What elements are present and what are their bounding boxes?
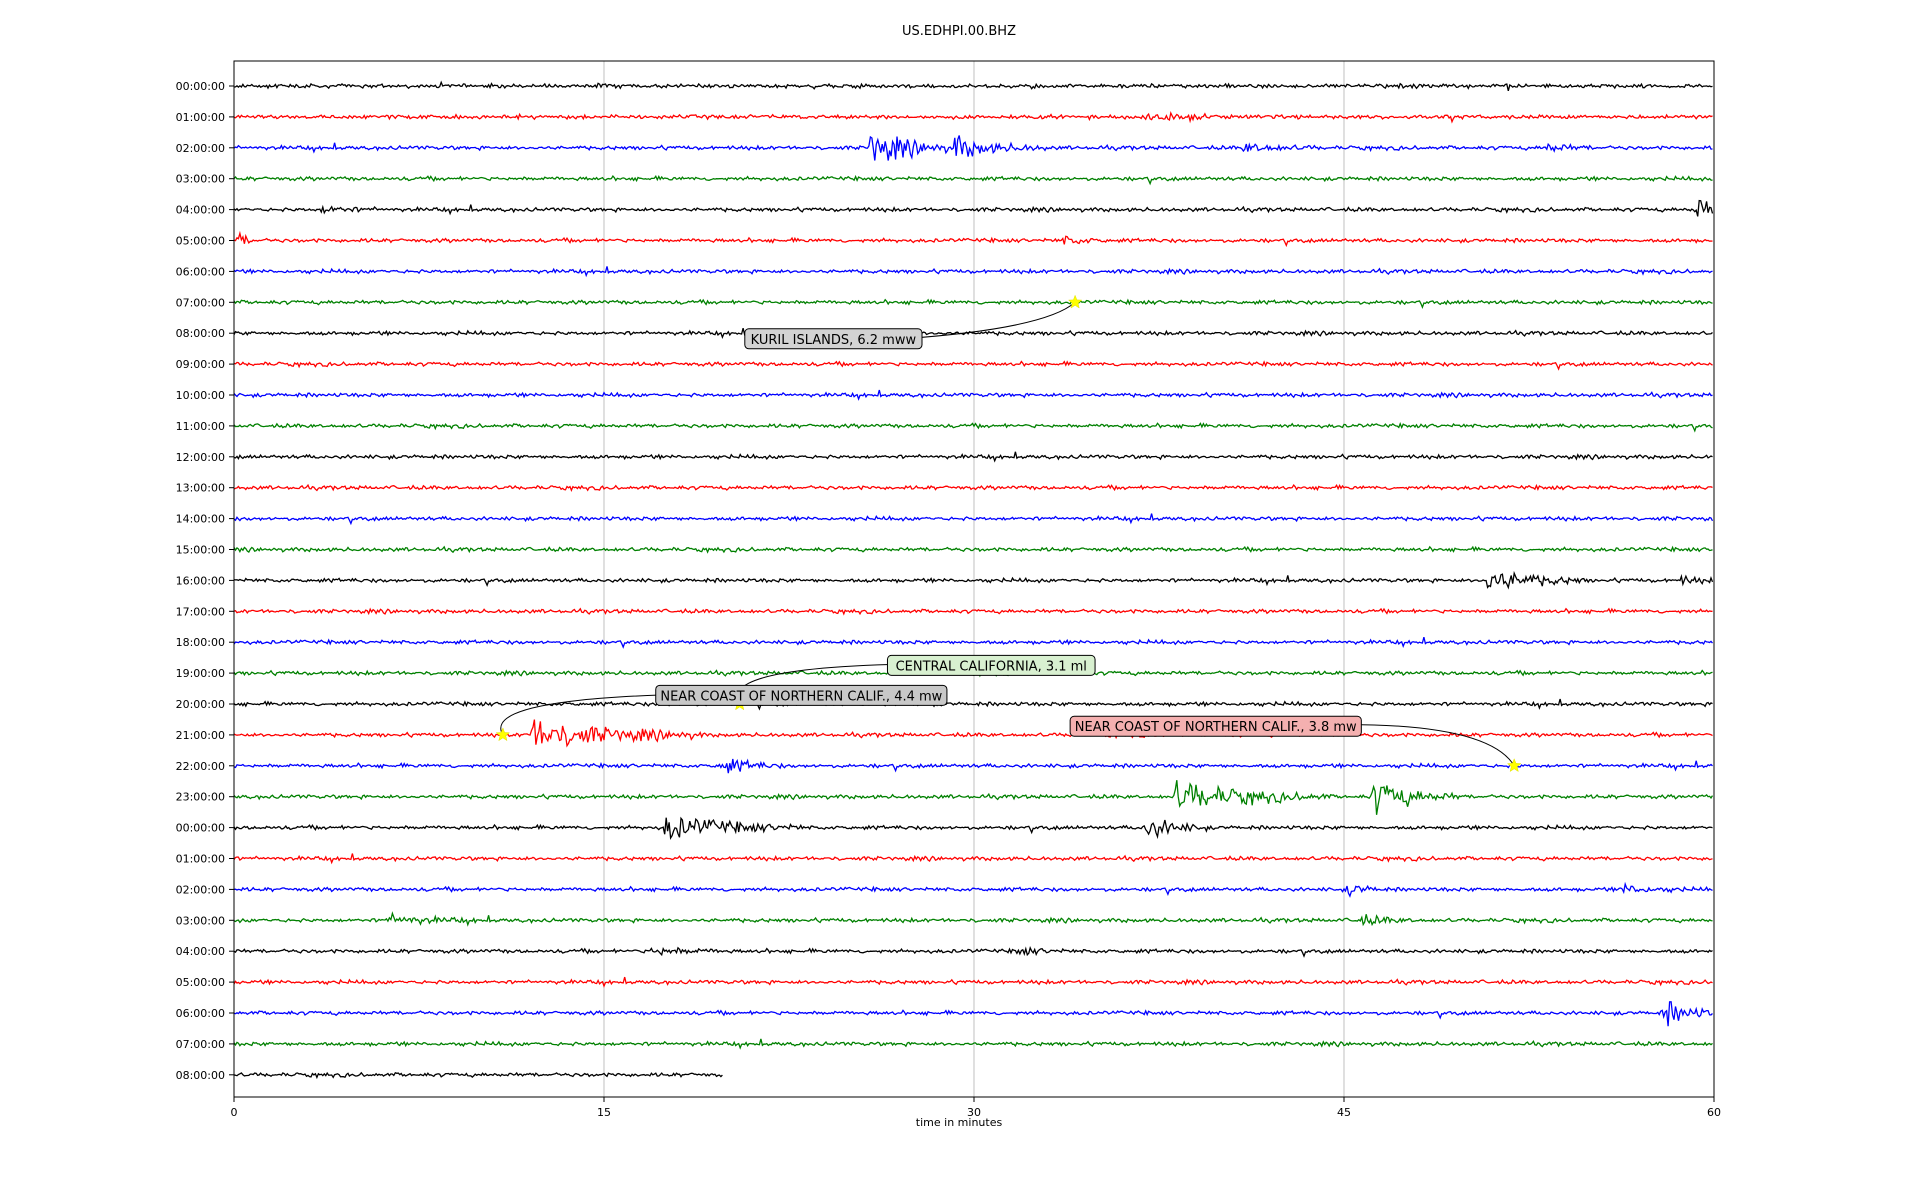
trace-row-4: [233, 199, 1714, 217]
y-tick-label: 06:00:00: [176, 1007, 225, 1020]
y-tick-label: 05:00:00: [176, 976, 225, 989]
event-label-box-0: [744, 328, 923, 350]
trace-row-25: [233, 853, 1713, 865]
trace-row-28: [233, 946, 1713, 958]
event-label-box-2: [655, 684, 948, 706]
y-tick-label: 07:00:00: [176, 296, 225, 309]
trace-row-16: [233, 570, 1714, 590]
y-tick-label: 20:00:00: [176, 698, 225, 711]
trace-row-15: [233, 545, 1713, 554]
x-tick-label: 45: [1337, 1106, 1351, 1119]
y-tick-label: 06:00:00: [176, 265, 225, 278]
y-tick-label: 16:00:00: [176, 574, 225, 587]
trace-row-31: [233, 1038, 1713, 1050]
y-tick-label: 03:00:00: [176, 914, 225, 927]
event-star-2: [495, 727, 511, 742]
x-tick-label: 15: [597, 1106, 611, 1119]
trace-row-30: [233, 1001, 1713, 1027]
y-tick-label: 18:00:00: [176, 636, 225, 649]
y-tick-label: 02:00:00: [176, 883, 225, 896]
trace-row-12: [233, 451, 1713, 463]
trace-row-7: [233, 298, 1713, 310]
y-tick-label: 19:00:00: [176, 667, 225, 680]
annotation-layer: KURIL ISLANDS, 6.2 mww CENTRAL CALIFORNIA…: [495, 294, 1522, 773]
y-tick-label: 00:00:00: [176, 822, 225, 835]
y-tick-label: 03:00:00: [176, 173, 225, 186]
trace-layer: [233, 80, 1714, 1080]
trace-row-11: [233, 422, 1713, 433]
trace-row-18: [233, 637, 1713, 649]
event-label-box-1: [886, 654, 1096, 676]
grid-layer: [603, 61, 1345, 1097]
y-tick-label: 13:00:00: [176, 482, 225, 495]
y-tick-label: 04:00:00: [176, 204, 225, 217]
event-star-3: [1506, 758, 1522, 773]
trace-row-26: [233, 881, 1713, 898]
chart-title: US.EDHPI.00.BHZ: [902, 24, 1016, 39]
trace-row-17: [233, 607, 1713, 616]
y-tick-label: 00:00:00: [176, 80, 225, 93]
trace-row-1: [233, 110, 1713, 124]
event-connector-0: [903, 301, 1076, 340]
y-tick-label: 05:00:00: [176, 235, 225, 248]
trace-row-29: [233, 976, 1713, 988]
x-tick-label: 0: [231, 1106, 238, 1119]
axis-layer: 0 15 30 45 60 00:00:00 01:00:00 02:00:00 03:00:0…: [176, 60, 1721, 1119]
trace-row-24: [233, 816, 1713, 840]
trace-row-20: [233, 698, 1713, 711]
y-tick-label: 01:00:00: [176, 111, 225, 124]
trace-row-3: [233, 174, 1713, 186]
trace-row-32: [233, 1071, 723, 1080]
y-tick-label: 15:00:00: [176, 544, 225, 557]
y-tick-label: 08:00:00: [176, 327, 225, 340]
x-tick-label: 30: [967, 1106, 981, 1119]
x-axis-label: time in minutes: [916, 1116, 1003, 1129]
trace-row-9: [233, 360, 1713, 371]
trace-row-14: [233, 513, 1714, 526]
trace-row-5: [233, 230, 1713, 248]
trace-row-23: [233, 780, 1714, 815]
y-tick-label: 14:00:00: [176, 513, 225, 526]
x-tick-label: 60: [1707, 1106, 1721, 1119]
y-tick-label: 02:00:00: [176, 142, 225, 155]
trace-row-0: [233, 80, 1713, 91]
trace-row-27: [233, 911, 1713, 927]
y-tick-label: 22:00:00: [176, 760, 225, 773]
y-tick-label: 09:00:00: [176, 358, 225, 371]
event-label-0: KURIL ISLANDS, 6.2 mww: [751, 333, 917, 348]
trace-row-2: [233, 135, 1713, 161]
y-tick-label: 10:00:00: [176, 389, 225, 402]
trace-row-10: [233, 389, 1713, 401]
y-tick-label: 23:00:00: [176, 791, 225, 804]
y-tick-label: 08:00:00: [176, 1069, 225, 1082]
event-label-box-3: [1069, 715, 1362, 737]
y-tick-label: 21:00:00: [176, 729, 225, 742]
event-label-2: NEAR COAST OF NORTHERN CALIF., 4.4 mw: [660, 689, 942, 704]
y-tick-label: 11:00:00: [176, 420, 225, 433]
y-tick-label: 12:00:00: [176, 451, 225, 464]
trace-row-8: [233, 328, 1713, 340]
event-star-0: [1067, 294, 1083, 309]
y-tick-label: 04:00:00: [176, 945, 225, 958]
trace-row-13: [233, 483, 1713, 493]
event-label-1: CENTRAL CALIFORNIA, 3.1 ml: [896, 659, 1087, 674]
y-tick-label: 07:00:00: [176, 1038, 225, 1051]
y-tick-label: 17:00:00: [176, 605, 225, 618]
trace-row-6: [233, 266, 1713, 278]
trace-row-22: [233, 758, 1713, 774]
event-label-3: NEAR COAST OF NORTHERN CALIF., 3.8 mw: [1075, 720, 1357, 735]
y-tick-label: 01:00:00: [176, 853, 225, 866]
trace-row-21: [233, 719, 1713, 748]
